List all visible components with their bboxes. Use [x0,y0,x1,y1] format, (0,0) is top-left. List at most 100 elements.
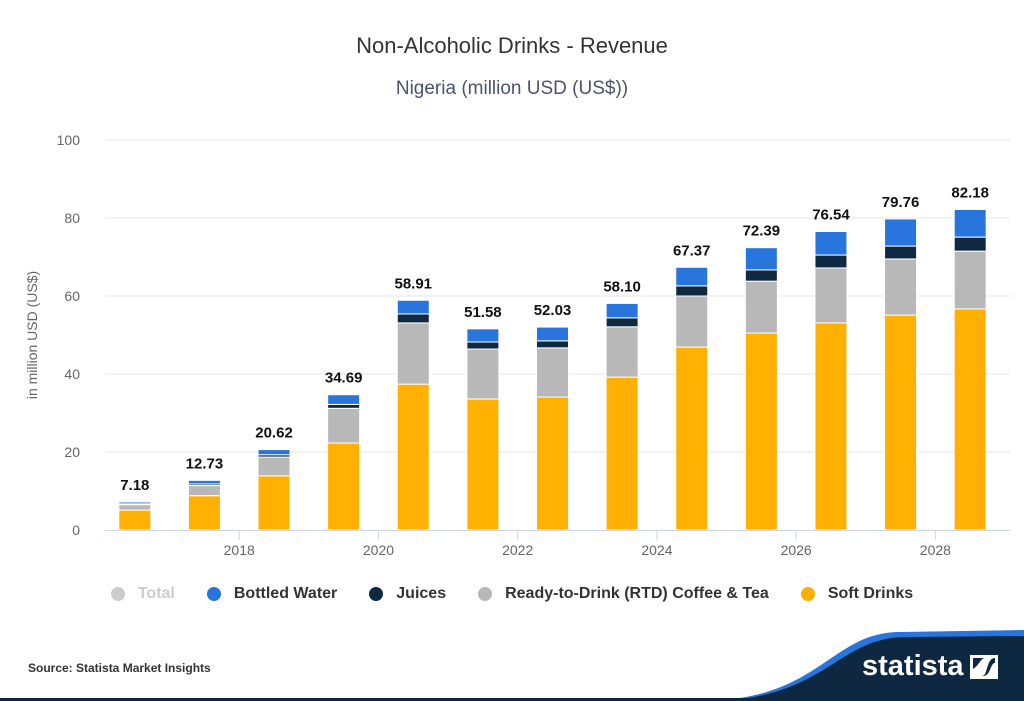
bar-segment-rtd[interactable] [187,485,221,497]
bar-segment-rtd[interactable] [327,407,361,444]
bar-segment-rtd[interactable] [744,280,778,334]
bar-stack-2029[interactable] [953,208,987,531]
bar-segment-soft-drinks[interactable] [675,346,709,531]
legend-item-juices[interactable]: Juices [369,585,446,603]
legend-item-bottled-water[interactable]: Bottled Water [206,585,338,603]
bar-segment-bottled-water[interactable] [118,501,152,505]
source-note: Source: Statista Market Insights [28,661,211,675]
bar-segment-juices[interactable] [605,317,639,328]
bar-segment-bottled-water[interactable] [187,479,221,485]
bar-stack-2022[interactable] [466,328,500,531]
bar-segment-bottled-water[interactable] [466,328,500,343]
bar-segment-juices[interactable] [536,340,569,349]
bar-segment-soft-drinks[interactable] [257,475,291,531]
bar-segment-soft-drinks[interactable] [884,314,918,531]
bar-segment-bottled-water[interactable] [327,394,361,405]
x-tick-label: 2024 [641,542,672,558]
y-tick-label: 80 [64,210,80,226]
bar-segment-juices[interactable] [466,341,500,350]
bar-segment-soft-drinks[interactable] [466,398,500,531]
bar-stack-2025[interactable] [675,266,709,531]
bar-segment-soft-drinks[interactable] [814,322,848,531]
y-tick-label: 60 [64,288,80,304]
bar-segment-rtd[interactable] [884,258,918,316]
total-label: 34.69 [325,370,363,387]
bar-stack-2021[interactable] [396,299,430,531]
bar-segment-juices[interactable] [744,269,778,282]
bar-stack-2019[interactable] [257,449,291,531]
legend-dot-soft-drinks [800,587,815,601]
bar-segment-bottled-water[interactable] [396,299,430,315]
bar-segment-soft-drinks[interactable] [327,442,361,531]
x-tick-label: 2022 [502,542,533,558]
legend-item-rtd[interactable]: Ready-to-Drink (RTD) Coffee & Tea [478,585,769,603]
bar-segment-rtd[interactable] [675,295,709,348]
legend-label-total: Total [137,585,175,602]
total-label: 79.76 [882,194,920,211]
bar-segment-juices[interactable] [396,313,430,324]
total-label: 82.18 [951,184,989,201]
bar-segment-bottled-water[interactable] [744,247,778,271]
bar-segment-bottled-water[interactable] [536,326,569,342]
bar-segment-juices[interactable] [814,254,848,269]
bar-segment-rtd[interactable] [118,504,152,511]
y-tick-label: 40 [64,366,80,382]
bar-segment-soft-drinks[interactable] [396,383,430,531]
bar-stack-2020[interactable] [327,394,361,531]
bar-stack-2018[interactable] [187,479,221,531]
total-label: 51.58 [464,304,502,321]
bar-segment-bottled-water[interactable] [257,449,291,456]
legend-label-soft-drinks: Soft Drinks [827,585,914,602]
bar-segment-soft-drinks[interactable] [744,332,778,531]
legend-dot-rtd [478,587,493,601]
bar-segment-bottled-water[interactable] [605,302,639,319]
bar-segment-bottled-water[interactable] [814,230,848,256]
bar-segment-rtd[interactable] [814,267,848,324]
legend-label-bottled-water: Bottled Water [233,585,338,602]
bar-stack-2026[interactable] [744,247,778,531]
bar-segment-soft-drinks[interactable] [605,376,639,531]
bar-segment-juices[interactable] [953,236,987,252]
bar-stack-2027[interactable] [814,230,848,531]
footer-bottom-line [0,698,1024,701]
y-axis-ticks: 0 20 40 60 80 100 [57,132,81,538]
total-label: 52.03 [534,302,572,319]
bar-stack-2017[interactable] [118,501,152,531]
bar-segment-rtd[interactable] [605,326,639,378]
bar-segment-rtd[interactable] [257,456,291,477]
bar-segment-soft-drinks[interactable] [187,495,221,531]
bar-segment-juices[interactable] [675,285,709,297]
chart-subtitle: Nigeria (million USD (US$)) [395,78,629,99]
bar-segment-bottled-water[interactable] [953,208,987,238]
legend-item-total[interactable]: Total [110,585,175,603]
bar-segment-rtd[interactable] [953,250,987,310]
bar-segment-rtd[interactable] [466,348,500,400]
chart-title: Non-Alcoholic Drinks - Revenue [356,33,668,58]
bar-segment-soft-drinks[interactable] [953,308,987,531]
bar-segment-juices[interactable] [327,403,361,409]
footer-dark-shape [706,636,1024,701]
bar-stack-2024[interactable] [605,302,639,531]
x-tick-label: 2028 [920,542,951,558]
total-label: 58.10 [603,278,641,295]
legend-dot-juices [369,587,384,601]
bar-segment-bottled-water[interactable] [675,266,709,287]
bar-segment-bottled-water[interactable] [884,218,918,247]
y-tick-label: 0 [72,522,80,538]
total-labels: 7.18 12.73 20.62 34.69 58.91 51.58 52.03 58.10 6… [120,184,989,494]
bar-segment-rtd[interactable] [396,322,430,385]
bars [118,208,987,531]
bar-segment-soft-drinks[interactable] [536,396,569,531]
x-tick-label: 2026 [781,542,812,558]
legend-item-soft-drinks[interactable]: Soft Drinks [800,585,914,603]
bar-segment-soft-drinks[interactable] [118,509,152,531]
total-label: 7.18 [120,477,149,494]
bar-stack-2023[interactable] [536,326,569,531]
statista-logo[interactable]: statista [862,650,998,683]
total-label: 72.39 [743,223,781,240]
bar-stack-2028[interactable] [884,218,918,531]
bar-segment-rtd[interactable] [536,347,569,398]
bar-segment-juices[interactable] [884,245,918,260]
legend: Total Bottled Water Juices Ready-to-Drin… [0,585,1024,603]
